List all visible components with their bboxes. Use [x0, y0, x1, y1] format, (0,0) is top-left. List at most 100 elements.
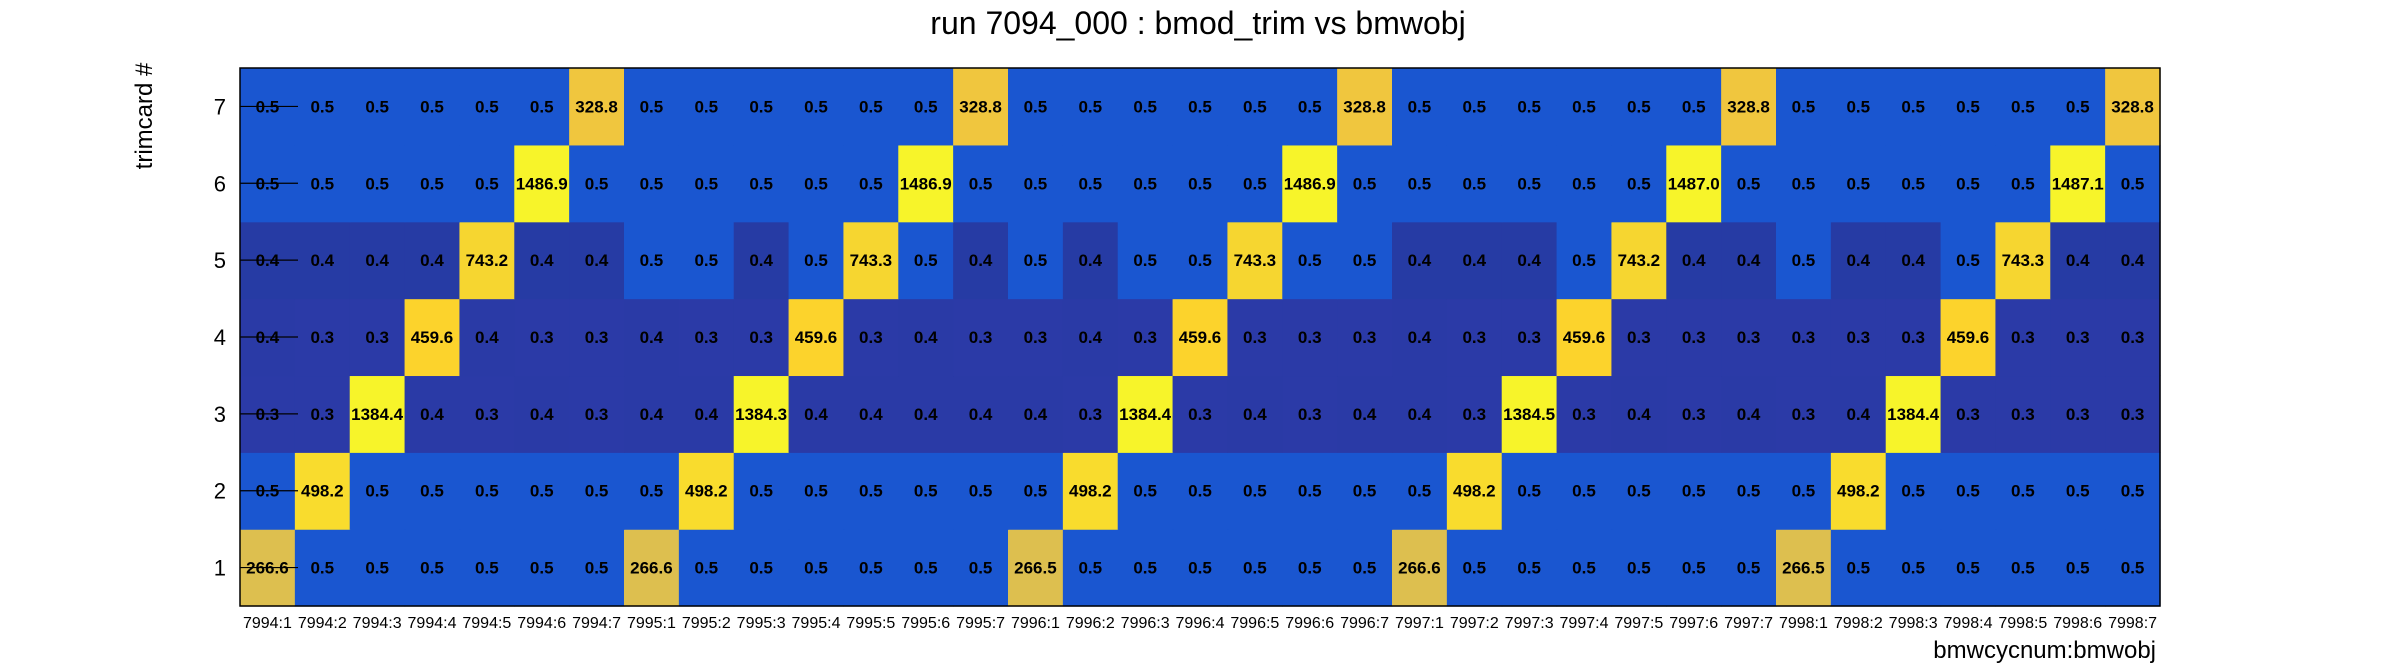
- heatmap-cell-label: 0.5: [1188, 97, 1212, 116]
- heatmap-cell-label: 0.5: [1408, 482, 1432, 501]
- heatmap-cell: [404, 144, 461, 223]
- x-tick-label: 7997:2: [1450, 615, 1499, 632]
- heatmap-cell: [1776, 375, 1832, 453]
- heatmap-cell: [349, 375, 406, 453]
- heatmap-cell-label: 0.5: [804, 174, 828, 193]
- heatmap-cell: [1940, 144, 1997, 223]
- heatmap-cell-label: 0.5: [1188, 251, 1212, 270]
- heatmap-cell: [843, 529, 899, 607]
- heatmap-cell-label: 0.4: [1627, 405, 1651, 424]
- heatmap-cell: [678, 144, 735, 223]
- heatmap-cell: [1940, 529, 1997, 607]
- heatmap-cell: [1008, 452, 1064, 530]
- heatmap-cell-label: 0.3: [1298, 405, 1322, 424]
- heatmap-cell: [459, 221, 515, 300]
- heatmap-cell: [1611, 68, 1667, 146]
- heatmap-cell-label: 0.3: [1682, 405, 1706, 424]
- heatmap-cell: [1776, 68, 1832, 146]
- heatmap-cell-label: 0.5: [804, 251, 828, 270]
- heatmap-cell: [1062, 375, 1119, 453]
- heatmap-cell-label: 0.5: [585, 174, 609, 193]
- heatmap-cell-label: 0.5: [859, 559, 883, 578]
- heatmap-cell-label: 328.8: [1343, 97, 1386, 116]
- heatmap-cell: [953, 375, 1009, 453]
- heatmap-cell: [349, 452, 406, 530]
- heatmap-cell-label: 0.5: [859, 97, 883, 116]
- heatmap-cell-label: 266.6: [1398, 559, 1441, 578]
- heatmap-cell: [678, 452, 735, 530]
- heatmap-cell: [1501, 452, 1558, 530]
- heatmap-cell-label: 0.5: [2011, 97, 2035, 116]
- heatmap-cell-label: 0.3: [859, 328, 883, 347]
- heatmap-cell: [1282, 298, 1338, 377]
- heatmap-cell: [1776, 144, 1832, 223]
- heatmap-cell-label: 0.5: [1353, 174, 1377, 193]
- heatmap-cell: [1008, 375, 1064, 453]
- heatmap-cell-label: 0.5: [2011, 174, 2035, 193]
- heatmap-cell: [1446, 452, 1503, 530]
- heatmap-cell-label: 0.3: [1078, 405, 1102, 424]
- heatmap-cell: [898, 298, 954, 377]
- heatmap-cell-label: 0.5: [1188, 174, 1212, 193]
- x-tick-label: 7997:1: [1395, 615, 1444, 632]
- heatmap-cell-label: 0.4: [1682, 251, 1706, 270]
- heatmap-cell: [1885, 375, 1942, 453]
- heatmap-cell-label: 0.3: [1462, 405, 1486, 424]
- heatmap-cell: [1337, 375, 1393, 453]
- heatmap-cell: [1666, 68, 1722, 146]
- heatmap-cell-label: 0.3: [585, 405, 609, 424]
- heatmap-cell-label: 0.3: [310, 405, 334, 424]
- y-tick-label: 4: [214, 325, 226, 350]
- heatmap-cell: [733, 68, 790, 146]
- heatmap-cell-label: 0.4: [1517, 251, 1541, 270]
- heatmap-cell-label: 498.2: [685, 482, 728, 501]
- heatmap-cell-label: 0.4: [859, 405, 883, 424]
- heatmap-cell-label: 0.4: [1462, 251, 1486, 270]
- heatmap-cell: [1117, 452, 1174, 530]
- x-tick-label: 7995:3: [737, 615, 786, 632]
- heatmap-cell: [1776, 452, 1832, 530]
- heatmap-cell: [514, 221, 570, 300]
- heatmap-cell-label: 0.5: [1078, 559, 1102, 578]
- heatmap-cell: [1721, 144, 1777, 223]
- heatmap-cell: [459, 529, 515, 607]
- heatmap-cell-label: 0.5: [1078, 97, 1102, 116]
- heatmap-cell: [1062, 452, 1119, 530]
- heatmap-cell: [1008, 144, 1064, 223]
- x-axis-label: bmwcycnum:bmwobj: [1933, 637, 2156, 664]
- heatmap-cell-label: 0.5: [640, 174, 664, 193]
- heatmap-cell-label: 0.4: [1846, 251, 1870, 270]
- heatmap-cell-label: 0.5: [1627, 97, 1651, 116]
- heatmap-cell: [1666, 298, 1722, 377]
- heatmap-cell: [1885, 144, 1942, 223]
- heatmap-cell-label: 0.5: [1572, 482, 1596, 501]
- heatmap-cell-label: 0.5: [420, 97, 444, 116]
- heatmap-cell-labels: 266.6 0.5 0.5 0.5 0.5 0.5 0.5 266.6 0.5 0.5 0.5 0.5…: [246, 97, 2154, 577]
- x-tick-label: 7998:7: [2108, 615, 2157, 632]
- heatmap-cell: [1830, 221, 1887, 300]
- heatmap-cell-label: 0.5: [1792, 482, 1816, 501]
- heatmap-cell: [624, 68, 680, 146]
- heatmap-cell: [953, 144, 1009, 223]
- heatmap-cell-label: 0.5: [1188, 482, 1212, 501]
- heatmap-cell: [678, 298, 735, 377]
- heatmap-cell: [1611, 452, 1667, 530]
- heatmap-cell-label: 0.3: [749, 328, 773, 347]
- heatmap-cell-label: 0.4: [2066, 251, 2090, 270]
- heatmap-cell-label: 0.3: [1353, 328, 1377, 347]
- heatmap-cell: [1117, 144, 1174, 223]
- x-tick-label: 7998:2: [1834, 615, 1883, 632]
- heatmap-cell-label: 0.5: [1627, 559, 1651, 578]
- heatmap-cell-label: 0.5: [749, 174, 773, 193]
- heatmap-cell: [294, 68, 351, 146]
- heatmap-cell: [1282, 452, 1338, 530]
- heatmap-cell: [1446, 221, 1503, 300]
- heatmap-cell-label: 0.5: [969, 482, 993, 501]
- heatmap-cell: [788, 529, 845, 607]
- heatmap-cell: [1666, 452, 1722, 530]
- heatmap-cell-label: 0.3: [310, 328, 334, 347]
- heatmap-cell: [459, 452, 515, 530]
- heatmap-cell: [1501, 375, 1558, 453]
- heatmap-cell: [1721, 375, 1777, 453]
- heatmap-cell-label: 0.5: [1408, 174, 1432, 193]
